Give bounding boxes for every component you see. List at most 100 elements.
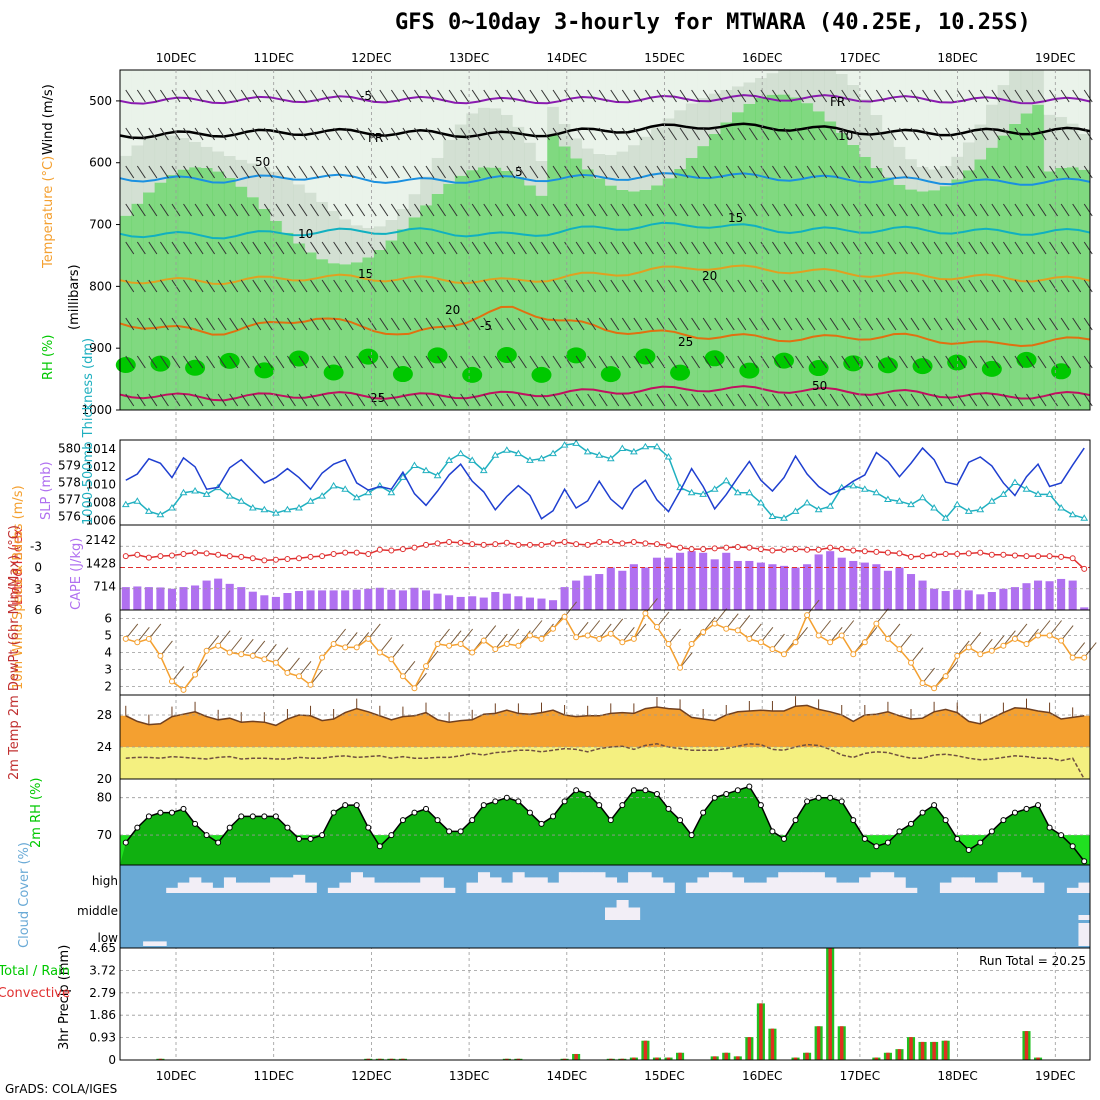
wind-barb-10m (125, 623, 139, 640)
rh-column (154, 182, 167, 410)
wind-barb (448, 279, 458, 293)
wind-barb (899, 355, 908, 369)
wind-barb (772, 355, 781, 369)
rh-column-mid (778, 70, 791, 95)
wind-speed-line-point (734, 627, 741, 634)
rh-moist-core (254, 362, 275, 379)
wind-barb (125, 317, 135, 331)
rh-line-point (977, 839, 984, 846)
wind-barb (506, 203, 516, 217)
cape-bar (318, 590, 327, 610)
thickness-point (502, 446, 511, 453)
wind-barb (367, 317, 377, 331)
wind-barb-10m (494, 633, 508, 650)
wind-barb (864, 203, 874, 217)
wind-barb (968, 317, 978, 331)
wind-barb (541, 165, 550, 179)
rh-line-point (896, 828, 903, 835)
wind-barb (287, 317, 296, 331)
rh-line-point (423, 805, 430, 812)
wind-speed-line-point (561, 613, 568, 620)
wind-barb (1014, 355, 1024, 369)
wind-barb (610, 241, 620, 255)
wind-barb (691, 355, 701, 369)
cape-bar (791, 567, 800, 610)
precip-convective-bar (158, 1058, 163, 1060)
thickness-point (1022, 485, 1031, 492)
wind-barb (1072, 165, 1082, 179)
date-label-top: 13DEC (449, 51, 489, 65)
wind-barb (910, 279, 920, 293)
rh-line-point (134, 824, 141, 831)
wind-barb (1014, 317, 1024, 331)
wind-barb (1026, 203, 1035, 217)
lifted-index-line-point (1069, 555, 1076, 562)
wind-barb (240, 355, 250, 369)
wind-barb (356, 203, 366, 217)
thickness-point (976, 505, 985, 513)
wind-barb (783, 393, 793, 407)
rh-column-dry (443, 70, 456, 140)
rh-column-mid (997, 85, 1010, 136)
cape-bar (803, 564, 812, 610)
cloud-high-bar (997, 872, 1010, 893)
cloud-high-bar (962, 877, 976, 893)
wind-barb (541, 89, 550, 103)
rh-column-dry (1066, 70, 1079, 124)
wind-barb (1060, 203, 1070, 217)
precip-convective-bar (759, 1003, 763, 1060)
wind-barb (229, 279, 239, 293)
precip-convective-bar (505, 1058, 509, 1060)
wind-barb (795, 317, 804, 331)
wind-barb (390, 393, 400, 407)
cloud-high-bar (593, 872, 606, 893)
wind-barb (1049, 127, 1058, 141)
wind-barb (1083, 317, 1093, 331)
precip-frame (119, 947, 1091, 1061)
wind-barb-10m (1026, 628, 1039, 645)
wind-barb (656, 279, 666, 293)
precip-convective-bar (943, 1040, 948, 1060)
precip-convective-bar (609, 1058, 613, 1060)
cloud-high-bar (951, 877, 964, 893)
cape-bar (294, 591, 304, 610)
thickness-point (1080, 514, 1089, 521)
wind-barb (991, 89, 1001, 103)
wind-barb (818, 279, 828, 293)
wind-barb (333, 279, 343, 293)
temp-axis-label: 2m Temp 2m DewPt (6hr Min/Max) (°C) (7, 525, 22, 780)
cloud-high-bar (708, 872, 721, 893)
legend-convective: Convective (0, 986, 70, 1001)
wind-speed-line-point (1023, 641, 1030, 647)
wind-barb (321, 393, 331, 407)
rh-column-dry (339, 70, 352, 220)
wind-barb (310, 203, 319, 217)
wind-barb (968, 165, 978, 179)
wind-barb (945, 279, 955, 293)
rh-line-point (330, 809, 337, 816)
cloud-high-bar (939, 882, 952, 893)
wind-barb-10m (448, 630, 462, 647)
thickness-point (295, 504, 303, 511)
wind-barb (933, 89, 943, 103)
wind-barb (1072, 317, 1082, 331)
cloud-high-bar (501, 882, 514, 893)
thickness-point (168, 504, 176, 511)
wind-barb (610, 393, 620, 407)
date-label-top: 11DEC (253, 51, 293, 65)
wind-speed-line-point (908, 659, 915, 666)
rh-column-mid (708, 93, 721, 134)
rh-column-dry (605, 70, 618, 155)
wind-barb (552, 127, 562, 141)
cloud-high-bar (362, 877, 375, 893)
wind-speed-line-point (792, 639, 799, 646)
lifted-index-line-point (607, 539, 614, 545)
wind-barb (298, 127, 308, 141)
thickness-point (456, 449, 465, 457)
lifted-index-line-point (446, 539, 453, 545)
rh-line-point (1046, 824, 1053, 831)
wind-barb (979, 355, 989, 369)
wind-speed-line-point (815, 632, 822, 639)
wind-barb (922, 317, 931, 331)
wind-barb (702, 89, 712, 103)
